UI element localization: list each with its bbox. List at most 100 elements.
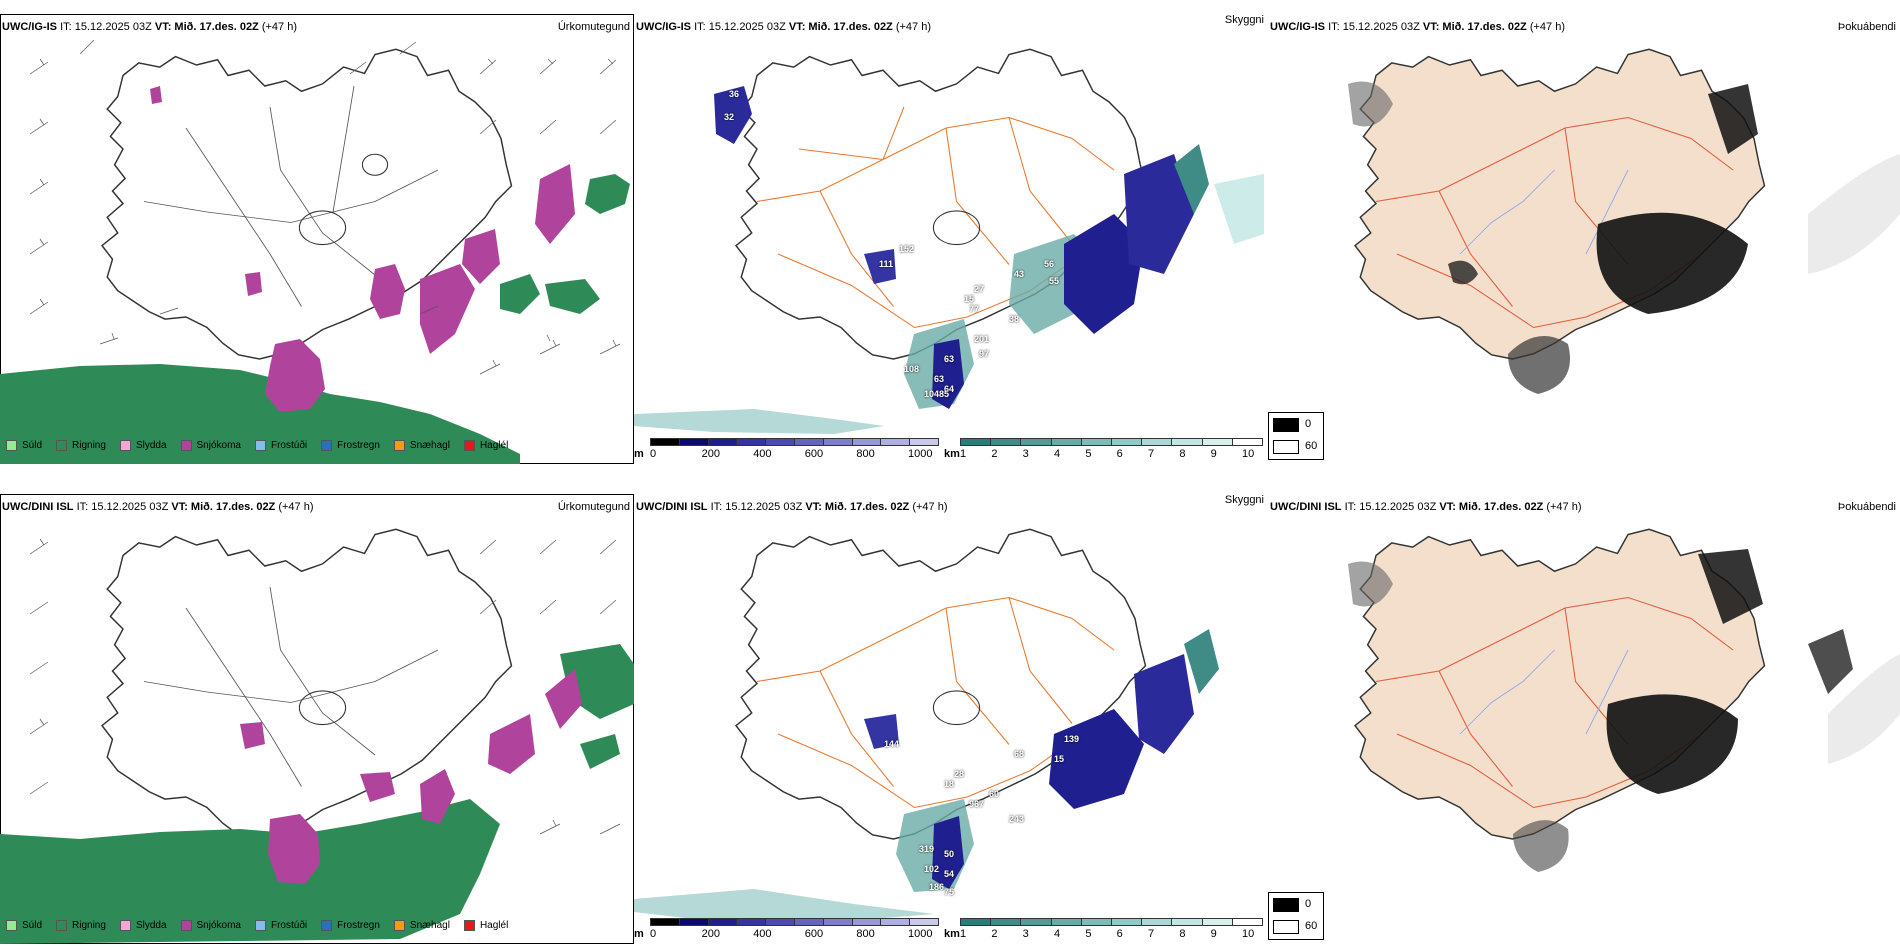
visibility-value-label: 55 bbox=[1049, 276, 1060, 286]
visibility-value-label: 139 bbox=[1064, 734, 1080, 744]
legend-label: Rigning bbox=[72, 920, 106, 931]
colorbar-tick: 3 bbox=[1022, 448, 1029, 460]
fog-legend-swatch bbox=[1273, 920, 1299, 934]
legend-label: Frostúði bbox=[270, 920, 308, 931]
colorbar-segment bbox=[1020, 438, 1052, 446]
colorbar-segment bbox=[960, 918, 992, 926]
fog-legend-swatch bbox=[1273, 418, 1299, 432]
model-name: UWC/IG-IS bbox=[1270, 21, 1325, 33]
fog-legend-label: 0 bbox=[1305, 898, 1312, 910]
legend-item: Frostúði bbox=[254, 920, 308, 931]
rain-area-east bbox=[585, 174, 630, 214]
fog-area-high bbox=[1606, 694, 1738, 794]
visibility-map-bottom bbox=[634, 528, 1219, 922]
legend-swatch bbox=[463, 920, 475, 931]
colorbar-segment bbox=[1111, 438, 1143, 446]
visibility-value-label: 60 bbox=[989, 789, 1000, 799]
colorbar-segment bbox=[707, 438, 738, 446]
legend-label: Súld bbox=[22, 920, 43, 931]
colorbar-segment bbox=[794, 438, 824, 446]
legend-item: Rigning bbox=[56, 440, 106, 451]
model-name: UWC/DINI ISL bbox=[1270, 501, 1342, 513]
legend-label: Snjókoma bbox=[196, 440, 241, 451]
fog-legend: 0 60 bbox=[1268, 412, 1324, 460]
panel-title: Þokuábendi bbox=[1837, 21, 1896, 33]
visibility-value-label: 108 bbox=[904, 364, 920, 374]
visibility-value-label: 15 bbox=[964, 294, 975, 304]
colorbar-tick: 0 bbox=[650, 448, 657, 460]
legend-label: Haglél bbox=[479, 920, 509, 931]
colorbar-tick: 8 bbox=[1179, 928, 1186, 940]
colorbar-segment bbox=[1111, 918, 1143, 926]
panel-header: UWC/DINI ISL IT: 15.12.2025 03Z VT: Mið.… bbox=[2, 501, 314, 513]
fog-area-high bbox=[1596, 212, 1748, 314]
legend-item: Snjókoma bbox=[180, 920, 241, 931]
colorbar-segment bbox=[1171, 918, 1203, 926]
lead-time: (+47 h) bbox=[261, 21, 298, 33]
colorbar-segment bbox=[736, 438, 767, 446]
iceland-outline bbox=[101, 48, 513, 360]
colorbar-segment bbox=[990, 918, 1022, 926]
legend-label: Frostúði bbox=[270, 440, 308, 451]
fog-index-panel-top: UWC/IG-IS IT: 15.12.2025 03Z VT: Mið. 17… bbox=[1268, 14, 1900, 464]
colorbar-unit: km bbox=[944, 448, 960, 460]
lead-time: (+47 h) bbox=[1546, 501, 1582, 513]
snow-area-south bbox=[268, 814, 320, 884]
visibility-value-label: 152 bbox=[899, 244, 915, 254]
colorbar-tick: 1000 bbox=[908, 448, 933, 460]
colorbar-segment bbox=[678, 918, 709, 926]
colorbar-segment bbox=[851, 438, 882, 446]
legend-item: Frostúði bbox=[254, 440, 308, 451]
panel-header: UWC/IG-IS IT: 15.12.2025 03Z VT: Mið. 17… bbox=[2, 21, 297, 33]
colorbar-segment bbox=[822, 438, 853, 446]
legend-item: Frostregn bbox=[321, 440, 380, 451]
colorbar-segment bbox=[1231, 918, 1263, 926]
colorbar-tick: 5 bbox=[1085, 448, 1092, 460]
legend-swatch bbox=[6, 920, 17, 931]
colorbar-unit: km bbox=[944, 928, 960, 940]
init-time: IT: 15.12.2025 03Z bbox=[1328, 21, 1420, 33]
panel-header: UWC/IG-IS IT: 15.12.2025 03Z VT: Mið. 17… bbox=[636, 21, 931, 33]
panel-header: UWC/DINI ISL IT: 15.12.2025 03Z VT: Mið.… bbox=[636, 501, 948, 513]
legend-label: Snæhagl bbox=[409, 440, 450, 451]
colorbar-segment bbox=[880, 918, 911, 926]
valid-time: VT: Mið. 17.des. 02Z bbox=[1439, 501, 1544, 513]
fog-legend-label: 60 bbox=[1305, 920, 1318, 932]
legend-item: Súld bbox=[6, 920, 42, 931]
colorbar-tick: 600 bbox=[804, 928, 824, 940]
lead-time: (+47 h) bbox=[895, 21, 932, 33]
visibility-value-label: 15 bbox=[1054, 754, 1065, 764]
colorbar-tick: 200 bbox=[701, 448, 720, 460]
wind-barbs bbox=[29, 39, 621, 375]
colorbar-tick: 0 bbox=[650, 928, 657, 940]
colorbar-segment bbox=[960, 438, 992, 446]
legend-swatch bbox=[56, 920, 68, 931]
init-time: IT: 15.12.2025 03Z bbox=[76, 501, 169, 513]
colorbar-tick: 4 bbox=[1054, 928, 1061, 940]
legend-label: Snjókoma bbox=[196, 920, 241, 931]
lead-time: (+47 h) bbox=[1529, 21, 1566, 33]
colorbar-tick: 1000 bbox=[908, 928, 933, 940]
init-time: IT: 15.12.2025 03Z bbox=[1344, 501, 1437, 513]
legend-item: Slydda bbox=[119, 920, 167, 931]
panel-title: Þokuábendi bbox=[1837, 501, 1896, 513]
legend-label: Slydda bbox=[135, 920, 167, 931]
colorbar-tick: 10 bbox=[1242, 928, 1255, 940]
panel-header: UWC/IG-IS IT: 15.12.2025 03Z VT: Mið. 17… bbox=[1270, 21, 1565, 33]
rivers bbox=[1459, 649, 1629, 735]
legend-item: Frostregn bbox=[321, 920, 380, 931]
fog-index-map-bottom bbox=[1348, 528, 1900, 872]
visibility-value-label: 77 bbox=[969, 304, 980, 314]
vis-colorbar-km: km 1 2 3 4 5 6 7 8 9 10 bbox=[944, 438, 1263, 464]
visibility-value-label: 97 bbox=[979, 349, 990, 359]
visibility-value-label: 319 bbox=[919, 844, 935, 854]
visibility-value-label: 54 bbox=[944, 869, 955, 879]
colorbar-tick: 10 bbox=[1242, 448, 1255, 460]
precip-type-map-top bbox=[0, 39, 630, 464]
legend-item: Snjókoma bbox=[180, 440, 241, 451]
colorbar-tick: 2 bbox=[991, 928, 998, 940]
colorbar-tick: 200 bbox=[701, 928, 720, 940]
visibility-value-label: 967 bbox=[969, 799, 985, 809]
rain-area-south bbox=[0, 799, 500, 944]
legend-swatch bbox=[463, 440, 475, 451]
